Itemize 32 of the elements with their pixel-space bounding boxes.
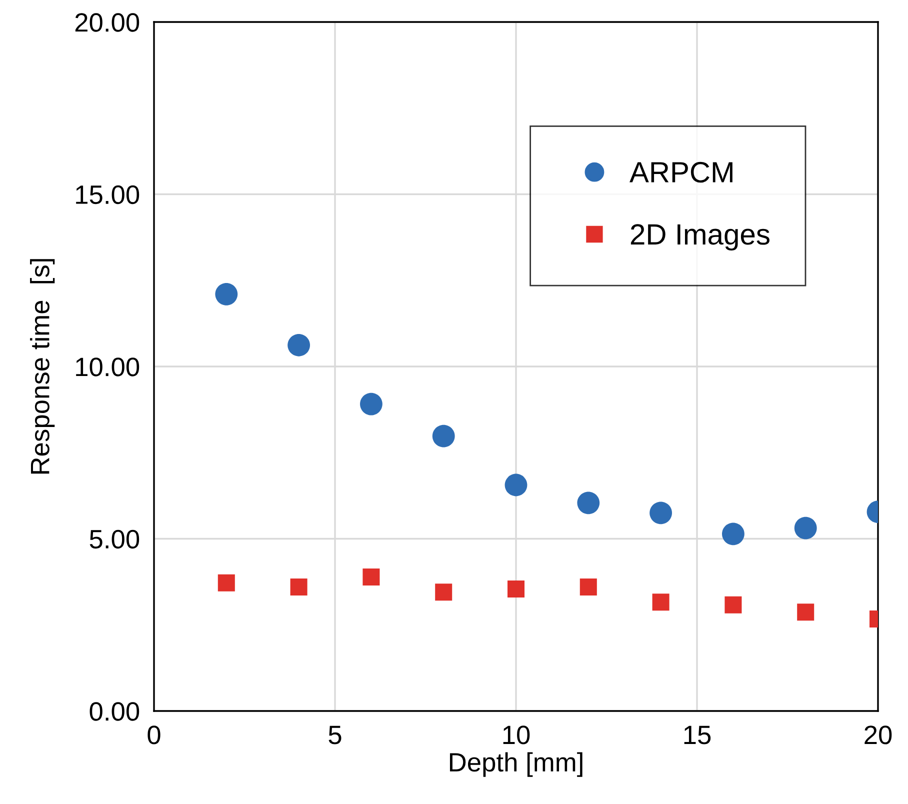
point (797, 604, 814, 621)
point (724, 596, 742, 614)
y-tick-label: 15.00 (76, 185, 140, 204)
point (218, 574, 235, 592)
y-tick-label: 5.00 (90, 530, 140, 549)
point (288, 334, 310, 356)
point (435, 584, 452, 601)
point (432, 424, 455, 448)
x-tick-label: 5 (328, 726, 342, 744)
point (722, 522, 744, 546)
y-tick-label: 20.00 (75, 13, 140, 32)
y-tick-label: 10.00 (76, 358, 140, 376)
point (507, 580, 525, 598)
y-axis-title: Response time [s] (30, 259, 55, 474)
x-tick-label: 0 (148, 726, 160, 744)
point (580, 578, 597, 596)
x-tick-label: 15 (684, 726, 711, 744)
legend-label: ARPCM (630, 162, 732, 183)
legend-label: 2D Images (630, 224, 770, 251)
point (652, 594, 670, 611)
point (650, 502, 672, 524)
point (360, 392, 382, 416)
x-tick-label: 10 (503, 726, 530, 744)
y-tick-label: 0.00 (90, 702, 140, 721)
point (577, 492, 600, 514)
x-axis-title: Depth [mm] (450, 752, 582, 777)
point (215, 282, 238, 306)
x-tick-label: 20 (864, 726, 892, 744)
point (362, 568, 380, 586)
point (290, 578, 308, 596)
point (794, 516, 817, 540)
point (504, 474, 528, 496)
